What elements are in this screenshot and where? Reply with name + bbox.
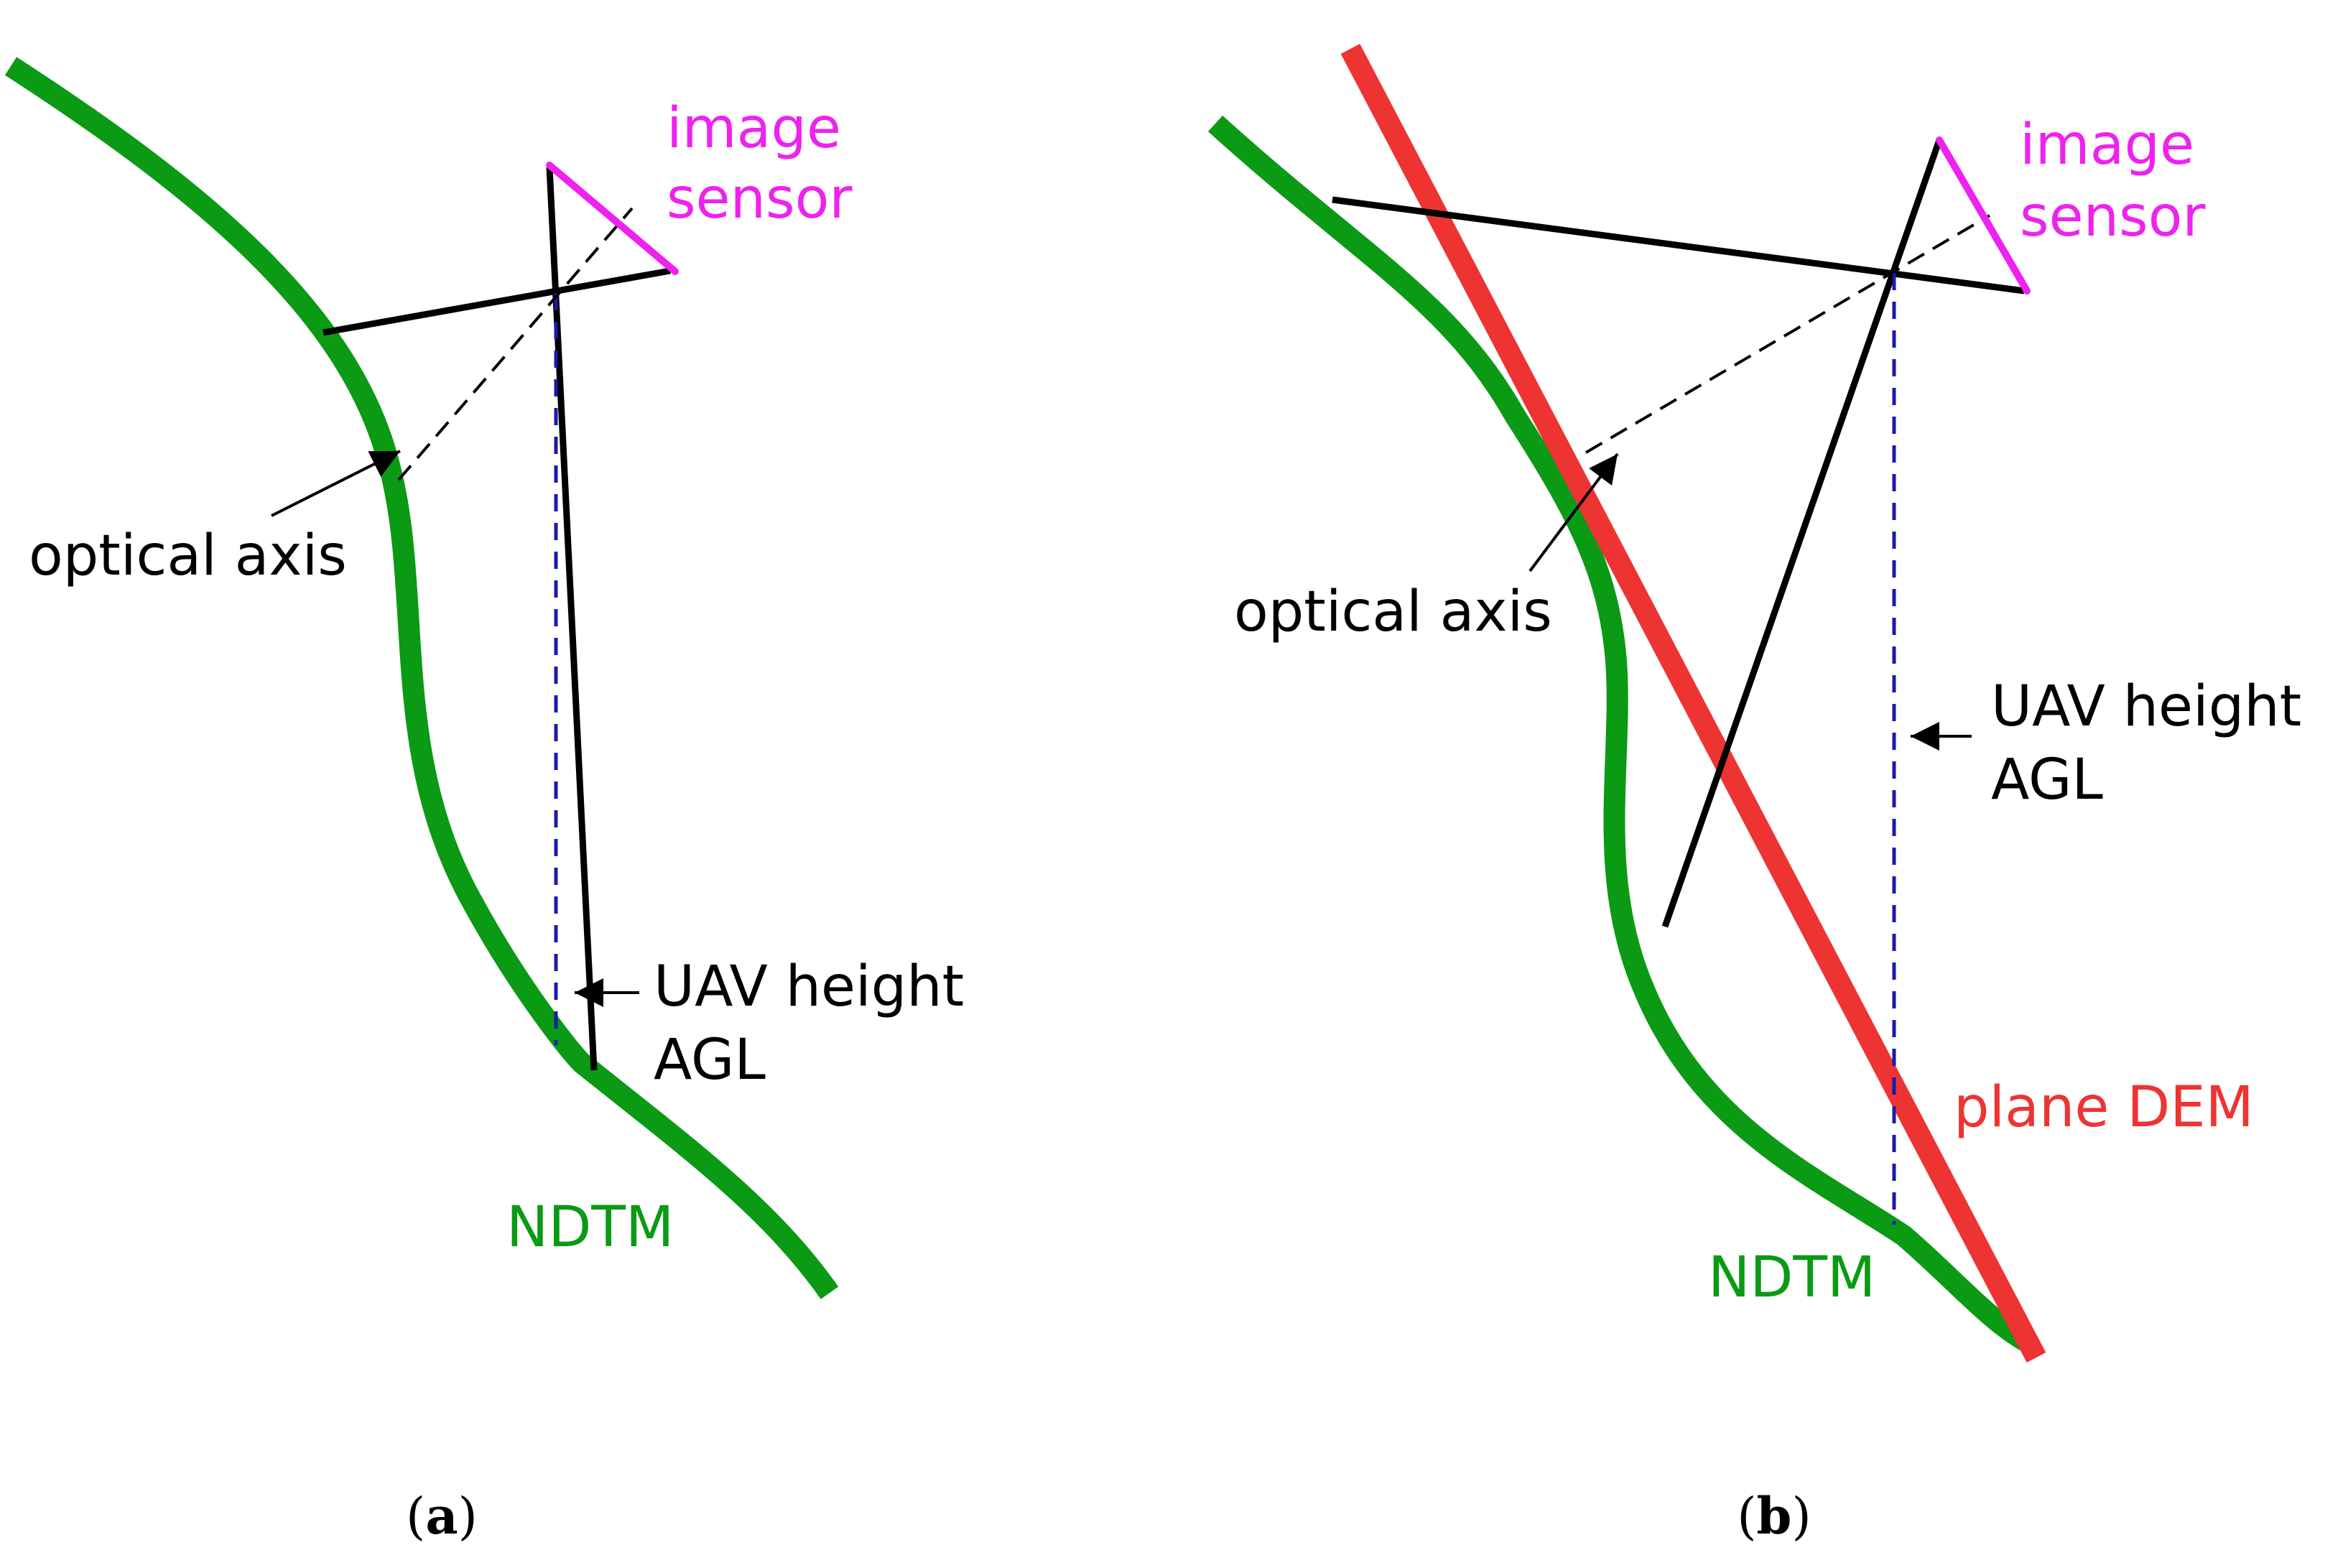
panel-b-optical-axis-line <box>1585 214 1991 454</box>
panel-a-ray-lower <box>546 167 598 1071</box>
panel-a-optical-axis-line <box>397 207 634 481</box>
panel-a-optical-axis-arrow <box>271 450 401 517</box>
panel-a-sensor-label-line1: image <box>667 96 841 161</box>
panel-a-height-label-line2: AGL <box>654 1028 766 1093</box>
panel-a-ray-upper <box>323 267 671 336</box>
panel-a-height-label-line1: UAV height <box>654 955 964 1019</box>
panel-b-plane-dem-label: plane DEM <box>1954 1075 2254 1140</box>
panel-b-image-sensor <box>1936 136 2031 294</box>
panel-b-sensor-label-line2: sensor <box>2020 185 2206 249</box>
panel-b-ray-upper <box>1332 196 2025 294</box>
panel-b-ray-lower <box>1661 139 1943 928</box>
panel-b-caption: (b) <box>1737 1486 1811 1546</box>
panel-b-optical-axis-arrow <box>1528 453 1619 572</box>
panel-a-optical-axis-label: optical axis <box>29 524 347 588</box>
panel-a: image sensor optical axis UAV height AGL… <box>4 57 964 1546</box>
panel-a-ndtm-label: NDTM <box>506 1195 674 1260</box>
panel-b-ndtm-terrain-curve <box>1207 115 2035 1353</box>
panel-b: image sensor optical axis UAV height AGL… <box>1207 44 2301 1546</box>
panel-b-plane-dem <box>1340 44 2046 1363</box>
panel-a-ndtm-terrain-curve <box>4 57 839 1299</box>
panel-a-sensor-label-line2: sensor <box>667 167 853 231</box>
panel-b-optical-axis-label: optical axis <box>1234 580 1552 644</box>
panel-a-image-sensor <box>546 162 679 275</box>
panel-b-height-label-line1: UAV height <box>1991 674 2301 739</box>
panel-b-sensor-label-line1: image <box>2020 113 2194 177</box>
panel-b-ndtm-label: NDTM <box>1708 1245 1875 1310</box>
panel-a-caption: (a) <box>406 1486 478 1546</box>
panel-b-height-label-line2: AGL <box>1991 748 2103 812</box>
